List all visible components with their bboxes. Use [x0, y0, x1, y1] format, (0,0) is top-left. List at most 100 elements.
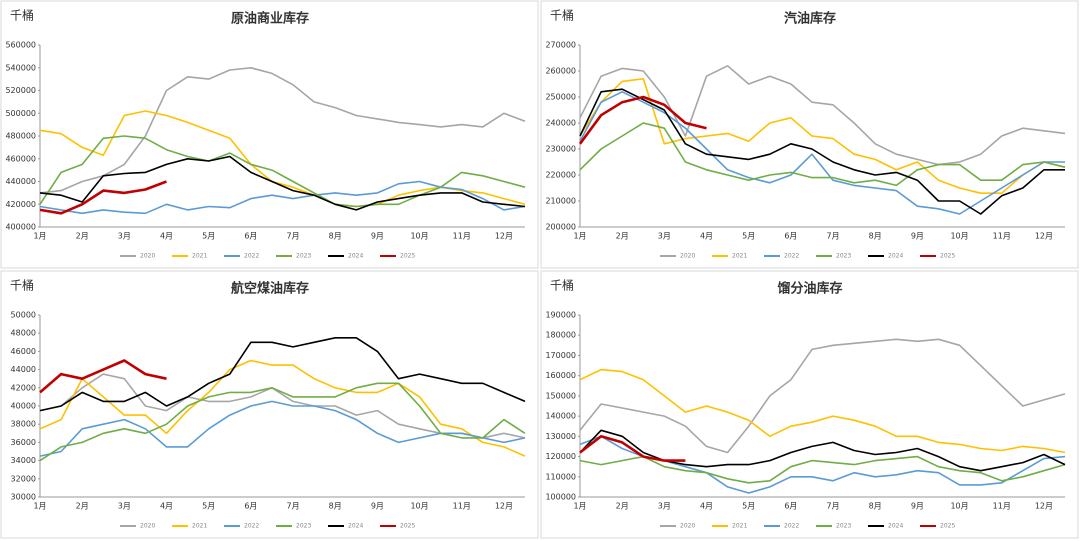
legend-label: 2024 [888, 253, 903, 260]
x-tick-label: 6月 [244, 502, 257, 511]
series-line [39, 337, 526, 412]
series-line [39, 359, 167, 394]
x-tick-label: 2月 [76, 502, 89, 511]
x-tick-label: 2月 [76, 232, 89, 241]
legend-label: 2025 [400, 523, 415, 530]
series-line [39, 382, 526, 462]
series-line [39, 135, 526, 208]
chart-title: 原油商业库存 [231, 11, 309, 27]
y-tick-label: 46000 [11, 347, 36, 356]
legend-label: 2023 [296, 253, 311, 260]
series-line [579, 65, 1066, 166]
y-tick-label: 40000 [11, 402, 36, 411]
x-tick-label: 2月 [616, 502, 629, 511]
x-tick-label: 8月 [869, 502, 882, 511]
y-tick-label: 210000 [545, 197, 576, 206]
x-tick-label: 4月 [160, 232, 173, 241]
chart-title: 馏分油库存 [776, 281, 842, 297]
x-tick-label: 9月 [371, 232, 384, 241]
x-tick-label: 6月 [784, 232, 797, 241]
x-tick-label: 10月 [950, 502, 968, 511]
y-tick-label: 440000 [5, 177, 36, 186]
legend-label: 2020 [680, 253, 695, 260]
series-line [39, 180, 167, 215]
legend-label: 2021 [192, 523, 207, 530]
legend-label: 2025 [400, 253, 415, 260]
series-line [579, 91, 1065, 215]
legend-label: 2021 [732, 253, 747, 260]
x-tick-label: 4月 [160, 502, 173, 511]
x-tick-label: 9月 [371, 502, 384, 511]
legend-label: 2020 [140, 253, 155, 260]
y-tick-label: 420000 [5, 200, 36, 209]
legend-label: 2023 [836, 523, 851, 530]
y-tick-label: 540000 [5, 63, 36, 72]
x-tick-label: 3月 [118, 502, 131, 511]
y-tick-label: 30000 [11, 493, 36, 502]
series-line [579, 122, 1066, 187]
y-axis-label: 千桶 [550, 278, 574, 293]
x-tick-label: 3月 [658, 502, 671, 511]
y-tick-label: 110000 [545, 472, 576, 481]
legend-label: 2025 [940, 253, 955, 260]
y-tick-label: 38000 [11, 420, 36, 429]
y-tick-label: 260000 [545, 67, 576, 76]
y-tick-label: 500000 [5, 109, 36, 118]
y-tick-label: 560000 [5, 41, 36, 50]
x-tick-label: 12月 [1035, 232, 1053, 241]
y-tick-label: 130000 [545, 432, 576, 441]
x-tick-label: 9月 [911, 502, 924, 511]
legend-label: 2020 [680, 523, 695, 530]
x-tick-label: 8月 [869, 232, 882, 241]
legend-label: 2022 [244, 253, 259, 260]
series-line [579, 435, 686, 462]
legend-label: 2023 [296, 523, 311, 530]
x-tick-label: 5月 [742, 232, 755, 241]
series-line [579, 429, 1066, 472]
x-tick-label: 3月 [118, 232, 131, 241]
y-axis-label: 千桶 [10, 8, 34, 23]
x-tick-label: 7月 [286, 502, 299, 511]
x-tick-label: 8月 [329, 502, 342, 511]
x-tick-label: 2月 [616, 232, 629, 241]
series-line [579, 88, 1065, 215]
legend-label: 2021 [192, 253, 207, 260]
legend-label: 2025 [940, 523, 955, 530]
x-tick-label: 11月 [993, 232, 1011, 241]
x-tick-label: 5月 [202, 232, 215, 241]
x-tick-label: 5月 [202, 502, 215, 511]
x-tick-label: 10月 [950, 232, 968, 241]
y-tick-label: 250000 [545, 93, 576, 102]
x-tick-label: 3月 [658, 232, 671, 241]
legend-label: 2024 [348, 253, 363, 260]
y-tick-label: 100000 [545, 493, 576, 502]
series-line [579, 368, 1066, 454]
y-tick-label: 190000 [545, 311, 576, 320]
legend-label: 2022 [784, 523, 799, 530]
x-tick-label: 12月 [495, 502, 513, 511]
legend-label: 2022 [784, 253, 799, 260]
y-tick-label: 200000 [545, 223, 576, 232]
x-tick-label: 1月 [573, 502, 586, 511]
x-tick-label: 6月 [784, 502, 797, 511]
panel-border [0, 0, 539, 269]
y-tick-label: 150000 [545, 391, 576, 400]
y-tick-label: 42000 [11, 383, 36, 392]
x-tick-label: 4月 [700, 232, 713, 241]
series-line [39, 67, 526, 194]
x-tick-label: 4月 [700, 502, 713, 511]
x-tick-label: 6月 [244, 232, 257, 241]
series-line [39, 400, 526, 457]
chart-title: 汽油库存 [784, 11, 836, 27]
series-line [39, 180, 526, 215]
series-line [39, 155, 526, 211]
legend-label: 2024 [348, 523, 363, 530]
x-tick-label: 11月 [993, 502, 1011, 511]
x-tick-label: 8月 [329, 232, 342, 241]
y-tick-label: 240000 [545, 119, 576, 128]
y-tick-label: 120000 [545, 452, 576, 461]
y-tick-label: 460000 [5, 154, 36, 163]
panel-border [540, 270, 1079, 539]
series-line [578, 95, 707, 145]
